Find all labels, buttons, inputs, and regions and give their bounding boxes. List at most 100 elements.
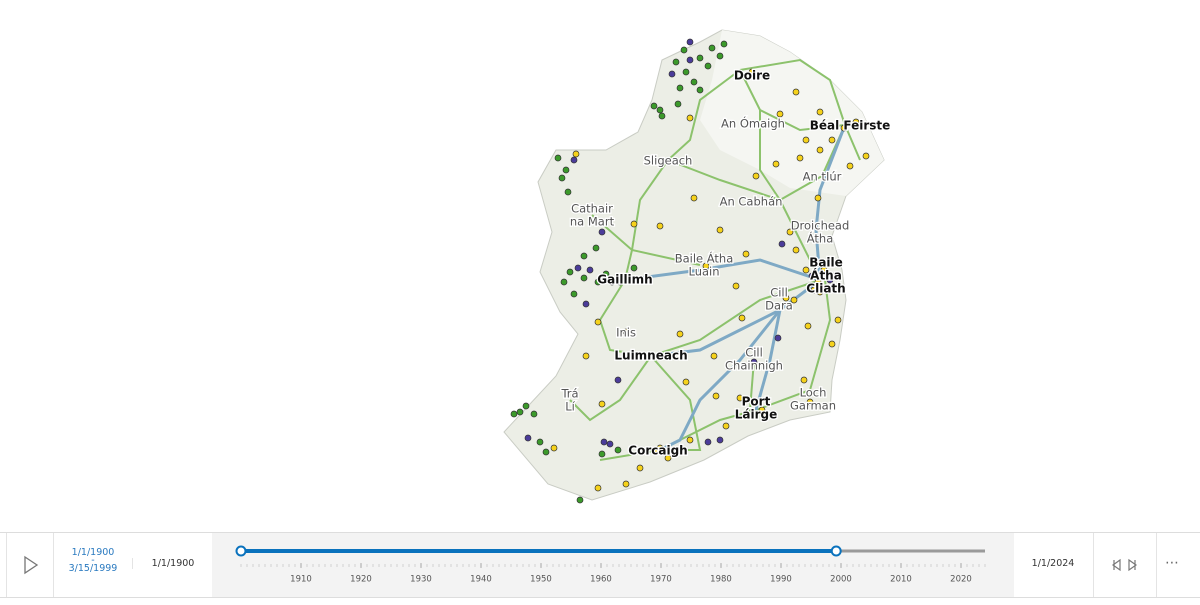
incident-point: [686, 38, 694, 46]
place-label: Garman: [790, 399, 836, 413]
place-label: Cill: [770, 286, 788, 300]
incident-point: [774, 334, 782, 342]
incident-point: [704, 438, 712, 446]
place-label: Átha: [810, 268, 842, 283]
place-label: Baile: [809, 256, 843, 270]
incident-point: [672, 58, 680, 66]
place-label: An Cabhán: [720, 195, 783, 209]
incident-point: [716, 52, 724, 60]
incident-points[interactable]: [510, 38, 870, 504]
incident-point: [816, 108, 824, 116]
place-label: Doire: [734, 69, 770, 83]
thumb[interactable]: [830, 545, 842, 557]
incident-point: [792, 246, 800, 254]
incident-point: [796, 154, 804, 162]
incident-point: [604, 204, 612, 212]
place-label: Chainnigh: [725, 359, 783, 373]
place-label: Béal Feirste: [810, 119, 891, 133]
play-button[interactable]: [6, 533, 54, 597]
incident-point: [598, 450, 606, 458]
tick-label: 1930: [410, 575, 432, 585]
incident-point: [752, 172, 760, 180]
incident-point: [758, 406, 766, 414]
incident-point: [656, 106, 664, 114]
previous-button[interactable]: [1111, 558, 1121, 572]
incident-point: [516, 408, 524, 416]
place-label: Cathair: [571, 202, 613, 216]
incident-point: [736, 394, 744, 402]
incident-point: [800, 376, 808, 384]
thumb[interactable]: [235, 545, 247, 557]
incident-point: [732, 282, 740, 290]
time-slider: 1/1/1900 - 3/15/1999 1/1/1900 1/1/2024 1…: [0, 532, 1200, 598]
max-label: 1/1/2024: [1031, 558, 1075, 569]
incident-point: [600, 438, 608, 446]
incident-point: [708, 44, 716, 52]
incident-point: [696, 54, 704, 62]
range-separator: -: [91, 555, 95, 566]
incident-point: [690, 194, 698, 202]
incident-point: [852, 118, 860, 126]
place-label: Port: [742, 395, 771, 409]
place-label: Droichead: [791, 219, 850, 233]
incident-point: [682, 378, 690, 386]
place-label: Gaillimh: [597, 273, 652, 287]
incident-point: [614, 376, 622, 384]
incident-point: [536, 438, 544, 446]
tick-label: 1980: [710, 575, 732, 585]
incident-point: [598, 400, 606, 408]
incident-point: [550, 444, 558, 452]
incident-point: [822, 284, 830, 292]
step-buttons: [1093, 533, 1157, 597]
incident-point: [786, 228, 794, 236]
tick-label: 1920: [350, 575, 372, 585]
min-label: 1/1/1900: [132, 558, 213, 569]
incident-point: [762, 410, 770, 418]
incident-point: [712, 392, 720, 400]
incident-point: [696, 86, 704, 94]
place-label: An Ómaigh: [721, 116, 785, 131]
incident-point: [524, 434, 532, 442]
incident-point: [554, 154, 562, 162]
incident-point: [580, 274, 588, 282]
incident-point: [522, 402, 530, 410]
range-end: 3/15/1999: [68, 563, 118, 574]
incident-point: [650, 102, 658, 110]
incident-point: [690, 78, 698, 86]
incident-point: [816, 146, 824, 154]
incident-point: [686, 436, 694, 444]
incident-point: [792, 88, 800, 96]
incident-point: [828, 136, 836, 144]
tick-label: 1940: [470, 575, 492, 585]
incident-point: [782, 294, 790, 302]
incident-point: [664, 454, 672, 462]
place-label: Cill: [745, 346, 763, 360]
incident-point: [570, 290, 578, 298]
slider-track-area[interactable]: 1910 1920 1930 1940 1950 1960 1970 1980 1990 2000…: [212, 533, 1014, 597]
incident-point: [580, 252, 588, 260]
tick-label: 2000: [830, 575, 852, 585]
incident-point: [566, 268, 574, 276]
incident-point: [828, 340, 836, 348]
tick-label: 2020: [950, 575, 972, 585]
incident-point: [630, 264, 638, 272]
incident-point: [510, 410, 518, 418]
incident-point: [716, 436, 724, 444]
incident-point: [674, 100, 682, 108]
incident-point: [820, 266, 828, 274]
incident-point: [680, 46, 688, 54]
incident-point: [576, 496, 584, 504]
map[interactable]: Doire An Ómaigh Béal Feirste Sligeach An tIú…: [0, 0, 1200, 530]
northern-region: [700, 30, 884, 196]
tick-label: 1990: [770, 575, 792, 585]
place-label: Dara: [765, 299, 793, 313]
incident-point: [810, 286, 818, 294]
next-button[interactable]: [1128, 558, 1138, 572]
more-button[interactable]: ⋯: [1165, 555, 1179, 571]
incident-point: [608, 278, 616, 286]
incident-point: [704, 62, 712, 70]
place-label: Luain: [688, 265, 719, 279]
incident-point: [750, 358, 758, 366]
incident-point: [846, 162, 854, 170]
